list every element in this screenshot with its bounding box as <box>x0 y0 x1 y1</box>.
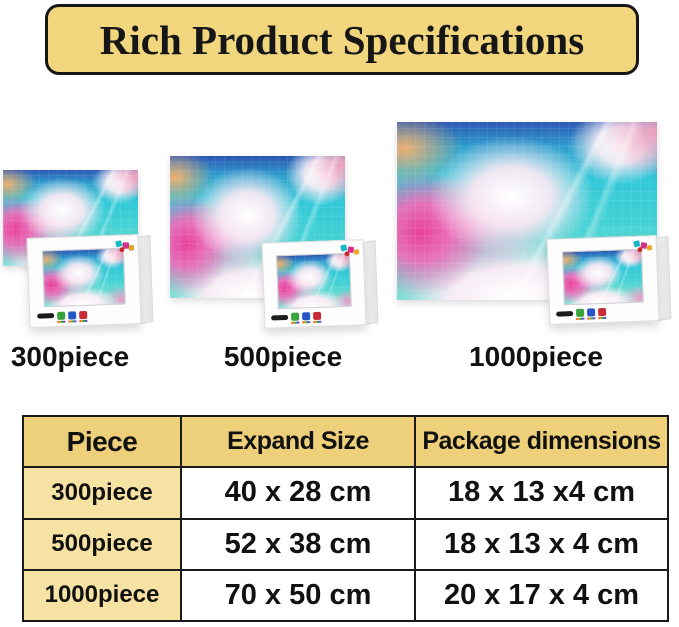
puzzle-pieces-icon <box>340 244 360 257</box>
brand-logo-block-green <box>576 308 585 318</box>
product-label-300: 300piece <box>10 341 130 372</box>
puzzle-box-300 <box>26 234 154 328</box>
brand-logo-block-red <box>78 310 87 320</box>
puzzle-box-1000 <box>546 235 672 325</box>
box-front <box>261 239 367 329</box>
brand-logo-block-green <box>290 312 300 321</box>
page-title: Rich Product Specifications <box>99 16 585 63</box>
box-front <box>26 234 142 328</box>
brand-logo-pill <box>271 314 289 321</box>
brand-logo-block-blue <box>587 308 596 317</box>
header-banner: Rich Product Specifications <box>45 4 639 75</box>
col-header-piece: Piece <box>22 414 182 469</box>
product-label-500: 500piece <box>223 341 343 372</box>
brand-logo-block-blue <box>67 311 76 320</box>
cell-expand-size: 70 x 50 cm <box>180 568 416 623</box>
col-header-package-dimensions: Package dimensions <box>414 414 669 469</box>
brand-logos <box>556 308 607 318</box>
cell-piece: 500piece <box>22 517 182 571</box>
brand-logo-block-green <box>56 311 65 320</box>
box-front <box>546 235 660 325</box>
brand-logo-pill <box>556 310 574 317</box>
brand-logo-block-blue <box>301 312 311 321</box>
brand-logos <box>36 310 87 321</box>
brand-logo-pill <box>36 313 54 320</box>
table-row-1000: 1000piece 70 x 50 cm 20 x 17 x 4 cm <box>22 568 669 623</box>
table-row-500: 500piece 52 x 38 cm 18 x 13 x 4 cm <box>22 517 669 571</box>
brand-logo-block-red <box>312 311 322 321</box>
cell-package-dimensions: 20 x 17 x 4 cm <box>414 568 669 623</box>
cell-package-dimensions: 18 x 13 x 4 cm <box>414 517 669 571</box>
cell-expand-size: 40 x 28 cm <box>180 466 416 520</box>
cell-package-dimensions: 18 x 13 x4 cm <box>414 466 669 520</box>
cell-piece: 1000piece <box>22 568 182 623</box>
box-art-print <box>42 247 126 308</box>
table-row-300: 300piece 40 x 28 cm 18 x 13 x4 cm <box>22 466 669 520</box>
box-art-print <box>561 248 644 305</box>
brand-logos <box>271 311 322 322</box>
spec-table: Piece Expand Size Package dimensions 300… <box>22 414 669 623</box>
product-label-1000: 1000piece <box>469 341 603 372</box>
col-header-expand-size: Expand Size <box>180 414 416 469</box>
table-header-row: Piece Expand Size Package dimensions <box>22 414 669 469</box>
box-art-print <box>275 252 352 309</box>
puzzle-pieces-icon <box>633 240 652 253</box>
cell-expand-size: 52 x 38 cm <box>180 517 416 571</box>
puzzle-pieces-icon <box>114 239 134 252</box>
brand-logo-block-red <box>598 308 607 317</box>
puzzle-box-500 <box>261 239 379 329</box>
cell-piece: 300piece <box>22 466 182 520</box>
